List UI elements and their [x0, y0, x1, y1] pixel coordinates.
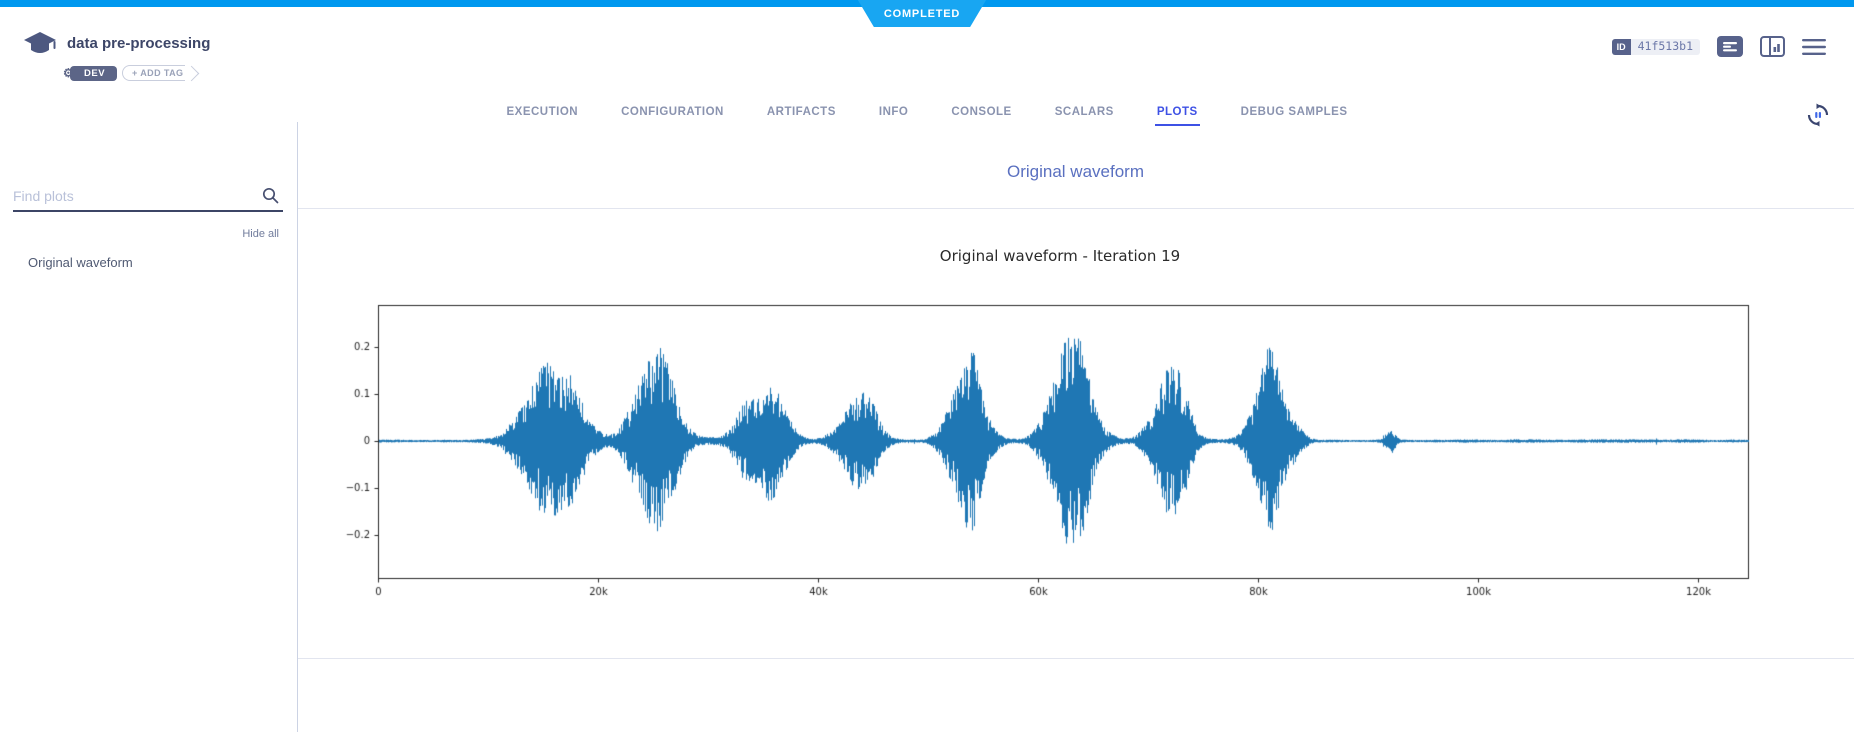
experiment-title: data pre-processing: [67, 35, 211, 52]
sidebar-divider: [297, 122, 298, 732]
plot-list: Original waveform: [0, 246, 296, 280]
add-tag-label: + ADD TAG: [132, 68, 184, 78]
add-tag-button[interactable]: + ADD TAG: [122, 65, 186, 81]
plot-card-top-border: [298, 208, 1854, 209]
details-panel-button[interactable]: [1717, 36, 1743, 57]
plot-group-title: Original waveform: [1007, 162, 1144, 181]
search-input[interactable]: [13, 184, 283, 212]
auto-refresh-button[interactable]: [1806, 103, 1830, 132]
id-badge[interactable]: ID 41f513b1: [1611, 38, 1700, 55]
tab-console[interactable]: CONSOLE: [951, 106, 1012, 118]
plot-card-bottom-border: [298, 658, 1854, 659]
tab-execution[interactable]: EXECUTION: [506, 106, 579, 118]
gear-icon: ⚙: [63, 65, 75, 80]
header-actions: ID 41f513b1: [1611, 36, 1826, 57]
tab-bar: EXECUTION CONFIGURATION ARTIFACTS INFO CONSO…: [0, 103, 1854, 126]
status-badge: COMPLETED: [858, 0, 986, 27]
split-panel-chart-icon: [1760, 36, 1785, 57]
tag-row: ⚙ DEV + ADD TAG: [63, 65, 200, 81]
app-logo: [24, 32, 58, 65]
tab-info[interactable]: INFO: [878, 106, 909, 118]
refresh-pause-icon: [1807, 103, 1829, 127]
plot-list-item[interactable]: Original waveform: [28, 255, 133, 270]
tab-scalars[interactable]: SCALARS: [1054, 106, 1114, 118]
add-tag-arrow-icon: [184, 65, 200, 81]
dev-tag[interactable]: ⚙ DEV: [63, 65, 118, 81]
tab-artifacts[interactable]: ARTIFACTS: [766, 106, 836, 118]
waveform-chart[interactable]: [310, 245, 1810, 610]
tab-configuration[interactable]: CONFIGURATION: [621, 106, 724, 118]
tab-plots[interactable]: PLOTS: [1154, 103, 1200, 126]
dev-tag-label: DEV: [84, 67, 106, 79]
id-value: 41f513b1: [1630, 38, 1700, 55]
chart-title: Original waveform - Iteration 19: [939, 247, 1181, 265]
hamburger-icon: [1802, 38, 1826, 55]
plot-search: [13, 184, 283, 212]
split-view-button[interactable]: [1760, 36, 1785, 57]
list-details-icon: [1717, 36, 1743, 57]
search-icon: [262, 187, 279, 209]
hide-all-link[interactable]: Hide all: [242, 228, 279, 240]
id-chip-label: ID: [1611, 38, 1631, 55]
tab-debug-samples[interactable]: DEBUG SAMPLES: [1240, 106, 1348, 118]
menu-button[interactable]: [1802, 38, 1826, 56]
